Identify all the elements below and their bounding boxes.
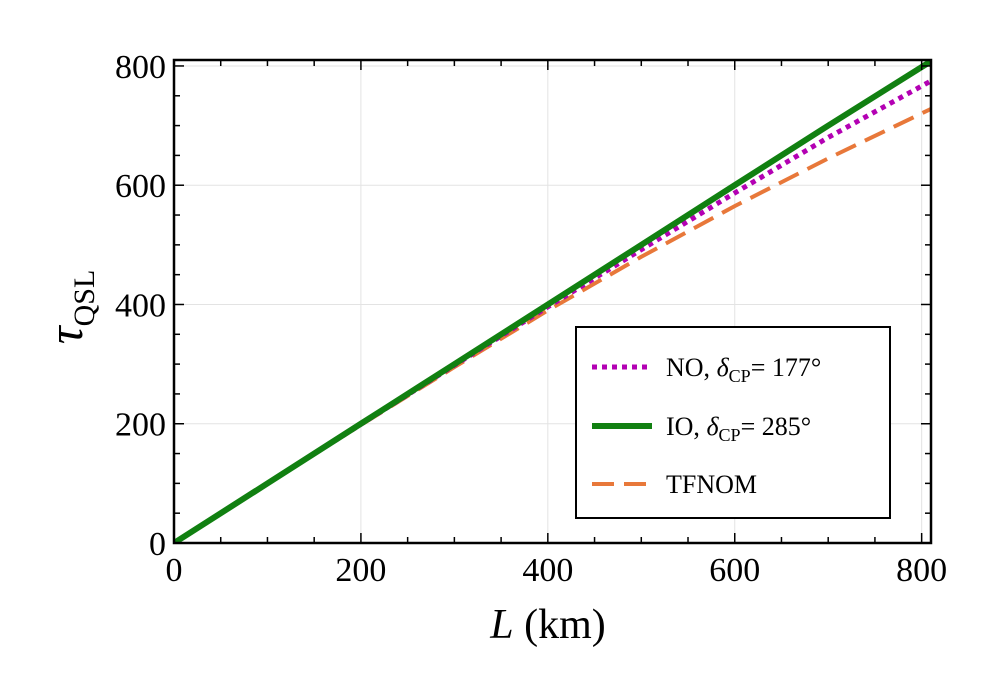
x-tick-label-2: 400 [522, 552, 573, 589]
y-axis-label: τQSL [37, 270, 101, 345]
x-tick-label-4: 800 [896, 552, 947, 589]
y-axis-label-sub: QSL [68, 270, 101, 327]
legend-label-1: NO, δCP= 177° [666, 353, 821, 386]
tick-labels: 0 200 400 600 800 0 200 400 600 800 [115, 49, 947, 589]
x-axis-label-var: L [489, 602, 513, 648]
y-tick-label-1: 200 [115, 407, 166, 444]
series-layer [174, 60, 931, 543]
y-tick-label-2: 400 [115, 287, 166, 324]
y-tick-label-0: 0 [149, 526, 166, 563]
ticks [173, 60, 931, 544]
legend-label-0: TFNOM [666, 470, 757, 499]
x-axis-label-unit: (km) [514, 602, 606, 648]
legend: NO, δCP= 177° IO, δCP= 285° TFNOM [575, 326, 891, 519]
x-tick-label-0: 0 [166, 552, 183, 589]
series-line-2 [174, 60, 931, 543]
x-tick-label-1: 200 [335, 552, 386, 589]
legend-box [575, 326, 891, 519]
legend-label-2: IO, δCP= 285° [666, 412, 811, 445]
y-tick-label-3: 600 [115, 168, 166, 205]
x-axis-label: L (km) [489, 602, 606, 648]
x-tick-label-3: 600 [709, 552, 760, 589]
y-axis-label-var: τ [37, 324, 93, 344]
y-tick-label-4: 800 [115, 49, 166, 86]
plot-frame [172, 58, 933, 545]
